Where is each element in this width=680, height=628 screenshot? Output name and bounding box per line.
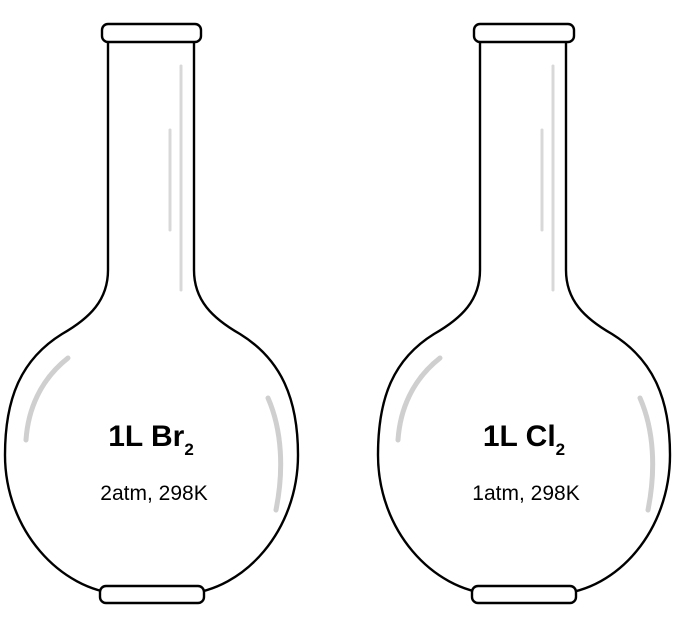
- flask-right-bulb-highlight-left: [395, 355, 443, 443]
- flask-left-bottom-rim: [98, 584, 206, 605]
- flask-left-volume-formula: 1L Br: [108, 420, 184, 453]
- flask-left-bulb-highlight-left: [23, 355, 71, 443]
- flask-right-label: 1L Cl2: [483, 420, 565, 459]
- flask-right-subscript: 2: [556, 440, 565, 459]
- flask-left-conditions: 2atm, 298K: [100, 482, 207, 505]
- flask-right-volume-formula: 1L Cl: [483, 420, 556, 453]
- flask-right-body: [376, 38, 672, 596]
- flask-right-bottom-rim: [470, 584, 578, 605]
- flask-right-conditions: 1atm, 298K: [472, 482, 579, 505]
- flask-left-top-rim: [100, 22, 203, 44]
- flask-left-bulb-highlight-right: [265, 395, 284, 513]
- flask-right: 1L Cl2 1atm, 298K: [376, 22, 672, 605]
- flask-left-label: 1L Br2: [108, 420, 194, 459]
- flask-right-top-rim: [472, 22, 576, 44]
- flask-left: 1L Br2 2atm, 298K: [3, 22, 300, 605]
- flask-right-bulb-highlight-right: [637, 395, 656, 513]
- flask-left-body: [3, 38, 300, 596]
- flask-left-subscript: 2: [184, 440, 193, 459]
